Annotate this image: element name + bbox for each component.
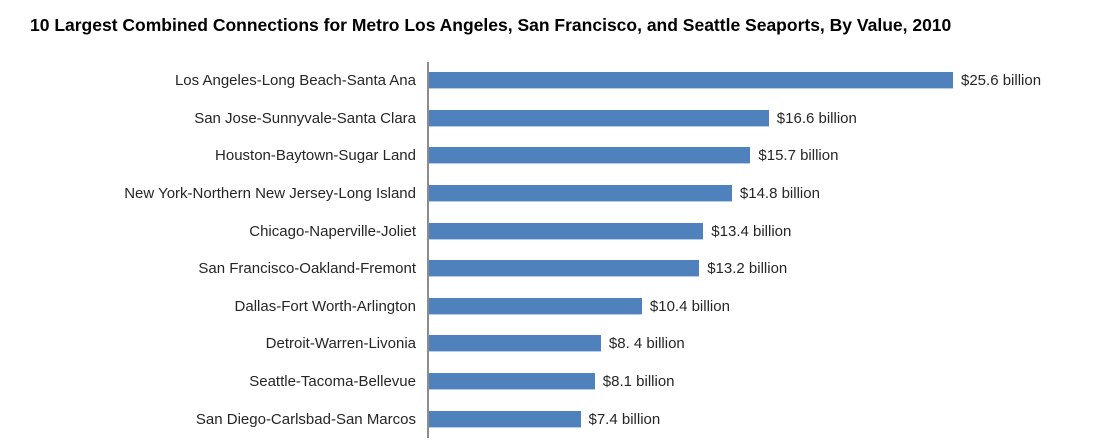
category-label: Dallas-Fort Worth-Arlington xyxy=(234,297,416,315)
value-label: $8.1 billion xyxy=(602,373,675,391)
value-label: $15.7 billion xyxy=(758,147,839,165)
bar-cell: $13.2 billion xyxy=(427,250,1114,288)
category-label: San Francisco-Oakland-Fremont xyxy=(198,260,416,278)
bar-cell: $14.8 billion xyxy=(427,175,1114,213)
value-label: $13.4 billion xyxy=(711,222,792,240)
value-label: $13.2 billion xyxy=(707,260,788,278)
bar-row: Detroit-Warren-Livonia $8. 4 billion xyxy=(0,325,1114,363)
bar-row: San Francisco-Oakland-Fremont $13.2 billi… xyxy=(0,250,1114,288)
value-label: $7.4 billion xyxy=(588,410,661,428)
bar-cell: $8.1 billion xyxy=(427,363,1114,401)
bar-row: San Jose-Sunnyvale-Santa Clara $16.6 bill… xyxy=(0,100,1114,138)
bar-row: Dallas-Fort Worth-Arlington $10.4 billion xyxy=(0,288,1114,326)
value-label: $14.8 billion xyxy=(739,185,820,203)
category-label: San Diego-Carlsbad-San Marcos xyxy=(195,410,416,428)
bar-row: Los Angeles-Long Beach-Santa Ana $25.6 bi… xyxy=(0,62,1114,100)
bar xyxy=(429,410,581,428)
bar xyxy=(429,297,642,315)
bar-cell: $13.4 billion xyxy=(427,212,1114,250)
category-label: Detroit-Warren-Livonia xyxy=(265,335,416,353)
bar xyxy=(429,147,751,165)
bar-cell: $16.6 billion xyxy=(427,100,1114,138)
bar xyxy=(429,72,953,90)
bar xyxy=(429,222,704,240)
bar-row: Seattle-Tacoma-Bellevue $8.1 billion xyxy=(0,363,1114,401)
bar xyxy=(429,373,595,391)
value-label: $16.6 billion xyxy=(776,109,857,127)
bar-row: Chicago-Naperville-Joliet $13.4 billion xyxy=(0,212,1114,250)
bar xyxy=(429,260,700,278)
bar-cell: $15.7 billion xyxy=(427,137,1114,175)
category-label: Chicago-Naperville-Joliet xyxy=(249,222,416,240)
value-label: $10.4 billion xyxy=(649,297,730,315)
bar-rows: Los Angeles-Long Beach-Santa Ana $25.6 bi… xyxy=(0,62,1114,438)
bar-row: New York-Northern New Jersey-Long Island… xyxy=(0,175,1114,213)
bar-cell: $25.6 billion xyxy=(427,62,1114,100)
bar-cell: $7.4 billion xyxy=(427,400,1114,438)
bar xyxy=(429,109,769,127)
category-label: Seattle-Tacoma-Bellevue xyxy=(249,373,416,391)
bar-cell: $8. 4 billion xyxy=(427,325,1114,363)
category-label: Los Angeles-Long Beach-Santa Ana xyxy=(174,72,416,90)
bar-row: San Diego-Carlsbad-San Marcos $7.4 billio… xyxy=(0,400,1114,438)
chart-title: 10 Largest Combined Connections for Metr… xyxy=(30,15,952,35)
category-label: Houston-Baytown-Sugar Land xyxy=(215,147,416,165)
category-label: New York-Northern New Jersey-Long Island xyxy=(124,185,416,203)
y-axis-line xyxy=(427,62,429,438)
bar xyxy=(429,185,732,203)
value-label: $25.6 billion xyxy=(961,72,1042,90)
bar xyxy=(429,335,601,353)
bar-cell: $10.4 billion xyxy=(427,288,1114,326)
value-label: $8. 4 billion xyxy=(608,335,685,353)
plot-area: Los Angeles-Long Beach-Santa Ana $25.6 bi… xyxy=(0,62,1114,438)
bar-row: Houston-Baytown-Sugar Land $15.7 billion xyxy=(0,137,1114,175)
category-label: San Jose-Sunnyvale-Santa Clara xyxy=(194,109,416,127)
